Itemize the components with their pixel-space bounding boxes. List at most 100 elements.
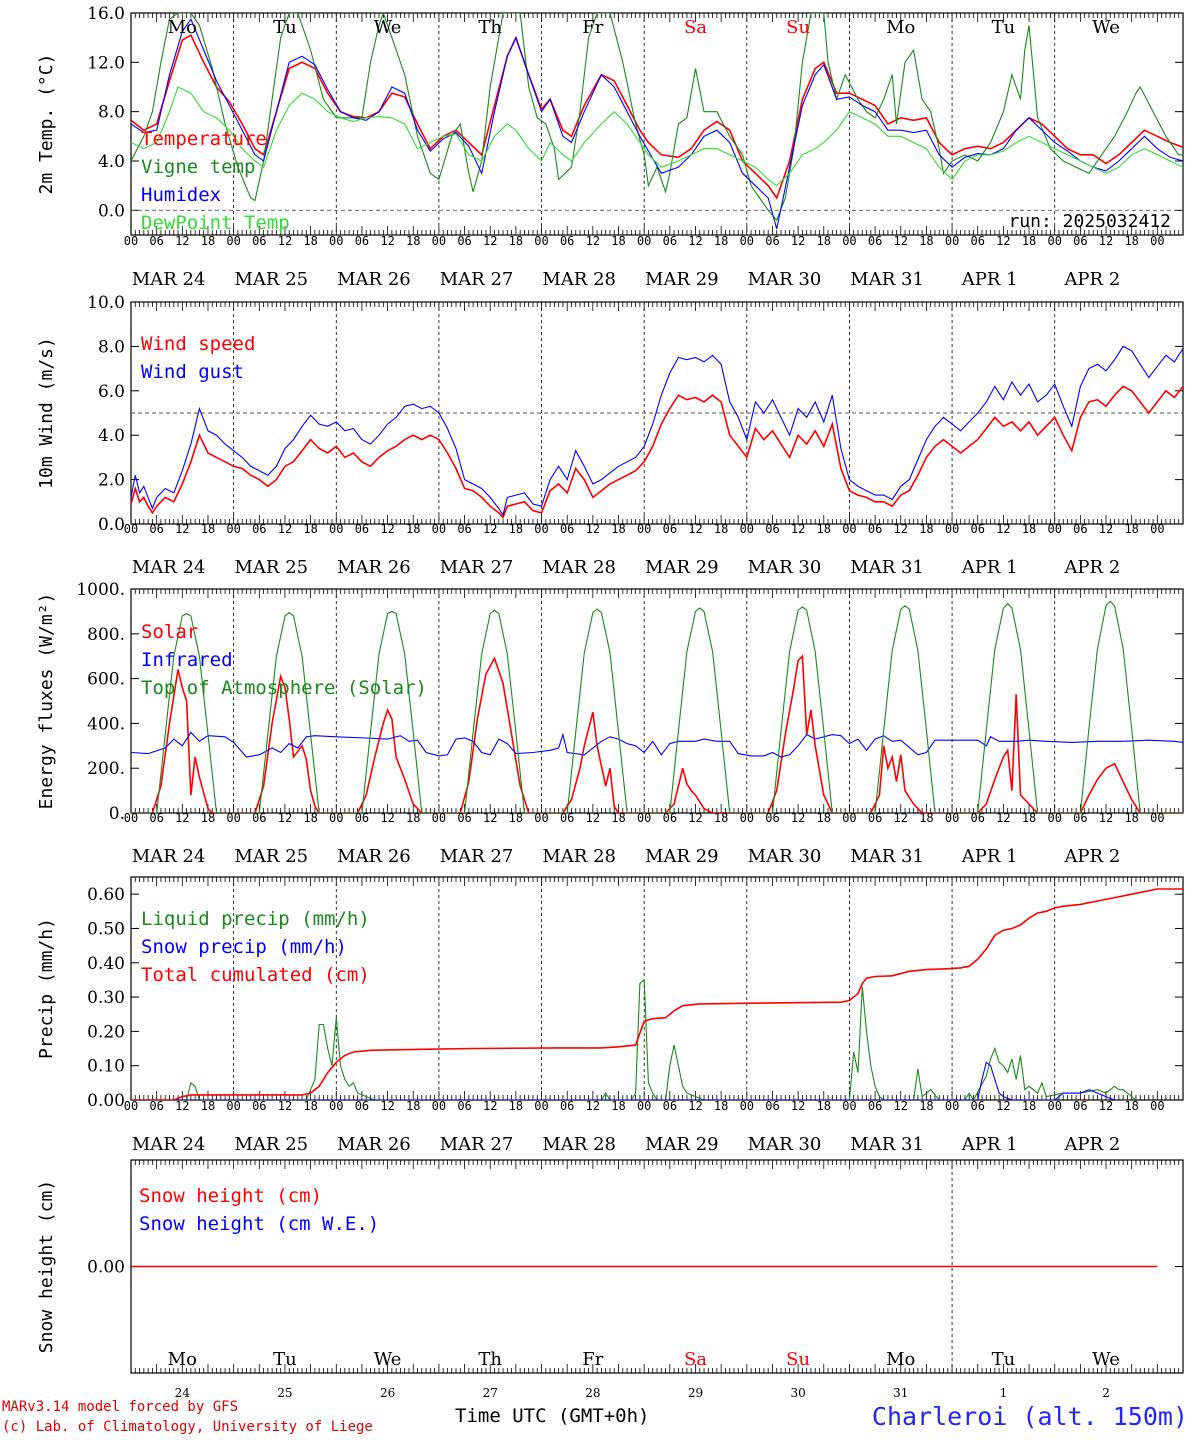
hour-tick-label: 12 — [586, 234, 600, 248]
hour-tick-label: 00 — [534, 522, 548, 536]
hour-tick-label: 06 — [457, 522, 471, 536]
hour-tick-label: 12 — [483, 234, 497, 248]
hour-tick-label: 18 — [1022, 522, 1036, 536]
date-label: MAR 29 — [645, 846, 719, 867]
series-line — [131, 18, 1183, 229]
date-label: MAR 27 — [440, 846, 514, 867]
hour-tick-label: 18 — [817, 1099, 831, 1113]
weekday-label: Mo — [886, 17, 915, 38]
hour-tick-label: 18 — [1124, 811, 1138, 825]
hour-tick-label: 12 — [586, 1099, 600, 1113]
day-number-label: 28 — [585, 1386, 600, 1400]
series-line — [131, 385, 1183, 519]
hour-tick-label: 06 — [1073, 522, 1087, 536]
hour-tick-label: 12 — [483, 1099, 497, 1113]
hour-tick-label: 00 — [637, 522, 651, 536]
hour-tick-label: 12 — [278, 234, 292, 248]
hour-tick-label: 18 — [509, 234, 523, 248]
y-tick-label: 10.0 — [87, 293, 125, 313]
weekday-label: Mo — [168, 1349, 197, 1370]
hour-tick-label: 06 — [457, 1099, 471, 1113]
hour-tick-label: 06 — [252, 234, 266, 248]
hour-tick-label: 00 — [945, 1099, 959, 1113]
hour-tick-label: 06 — [868, 811, 882, 825]
hour-tick-label: 00 — [124, 234, 138, 248]
hour-tick-label: 12 — [175, 522, 189, 536]
hour-tick-label: 00 — [432, 522, 446, 536]
hour-tick-label: 18 — [406, 522, 420, 536]
hour-tick-label: 06 — [457, 234, 471, 248]
hour-tick-label: 06 — [971, 234, 985, 248]
hour-tick-label: 00 — [842, 1099, 856, 1113]
hour-tick-label: 00 — [534, 811, 548, 825]
date-label: MAR 25 — [234, 557, 308, 578]
hour-tick-label: 00 — [432, 234, 446, 248]
date-label: MAR 30 — [748, 269, 822, 290]
hour-tick-label: 06 — [355, 1099, 369, 1113]
snow-panel: 0.00 Snow height (cm) Snow height (cm) Snow… — [36, 1159, 1184, 1400]
y-axis-label: Snow height (cm) — [36, 1180, 57, 1353]
hour-tick-label: 00 — [124, 1099, 138, 1113]
series-line — [131, 731, 1183, 758]
hour-tick-label: 00 — [226, 811, 240, 825]
date-label: MAR 26 — [337, 269, 411, 290]
weekday-label: Tu — [992, 17, 1016, 38]
legend-entry: Wind speed — [141, 333, 255, 355]
hour-tick-label: 18 — [509, 811, 523, 825]
hour-tick-label: 12 — [380, 1099, 394, 1113]
date-label: MAR 28 — [542, 846, 616, 867]
hour-tick-label: 06 — [149, 234, 163, 248]
date-label: MAR 25 — [234, 1134, 308, 1155]
y-tick-label: 0.0 — [98, 515, 125, 535]
y-tick-label: 0.40 — [87, 954, 125, 974]
hour-tick-label: 00 — [945, 522, 959, 536]
weekday-label: Th — [478, 17, 502, 38]
weekday-label: Fr — [582, 1349, 603, 1370]
hour-tick-label: 18 — [714, 522, 728, 536]
hour-tick-label: 18 — [1124, 522, 1138, 536]
hour-tick-label: 18 — [611, 522, 625, 536]
weekday-label: Tu — [273, 1349, 297, 1370]
date-label: APR 1 — [961, 557, 1018, 578]
day-number-label: 2 — [1102, 1386, 1110, 1400]
wind-panel: 0.0 2.0 4.0 6.0 8.0 10.0 10m Wind (m/s) Wind sp… — [36, 293, 1184, 578]
hour-tick-label: 00 — [124, 522, 138, 536]
hour-tick-label: 12 — [380, 234, 394, 248]
hour-tick-label: 00 — [1047, 522, 1061, 536]
hour-tick-label: 06 — [765, 234, 779, 248]
legend-entry: Snow height (cm) — [139, 1185, 322, 1207]
hour-tick-label: 18 — [611, 1099, 625, 1113]
hour-tick-label: 06 — [868, 234, 882, 248]
date-label: MAR 24 — [132, 269, 206, 290]
hour-tick-label: 18 — [303, 234, 317, 248]
day-number-label: 31 — [893, 1386, 908, 1400]
hour-tick-label: 18 — [303, 522, 317, 536]
hour-tick-label: 00 — [740, 1099, 754, 1113]
x-axis-title: Time UTC (GMT+0h) — [455, 1405, 650, 1427]
hour-tick-label: 18 — [611, 234, 625, 248]
hour-tick-label: 18 — [611, 811, 625, 825]
y-tick-label: 0.0 — [98, 201, 125, 221]
hour-tick-label: 00 — [1150, 811, 1164, 825]
legend-entry: DewPoint Temp — [141, 212, 290, 234]
y-tick-label: 0.50 — [87, 919, 125, 939]
weekday-label: Sa — [684, 1349, 707, 1370]
hour-tick-label: 06 — [560, 522, 574, 536]
hour-tick-label: 00 — [637, 811, 651, 825]
hour-tick-label: 18 — [817, 522, 831, 536]
hour-tick-label: 18 — [406, 1099, 420, 1113]
hour-tick-label: 12 — [996, 522, 1010, 536]
series-line — [131, 13, 1183, 222]
hour-tick-label: 12 — [278, 522, 292, 536]
hour-tick-label: 12 — [1099, 811, 1113, 825]
date-label: MAR 31 — [850, 557, 924, 578]
hour-tick-label: 12 — [483, 522, 497, 536]
hour-tick-label: 18 — [201, 234, 215, 248]
hour-tick-label: 12 — [688, 522, 702, 536]
hour-tick-label: 00 — [1047, 234, 1061, 248]
legend-entry: Humidex — [141, 184, 221, 206]
hour-tick-label: 00 — [329, 1099, 343, 1113]
y-tick-label: 200. — [87, 759, 125, 779]
y-tick-label: 400. — [87, 714, 125, 734]
date-label: MAR 31 — [850, 1134, 924, 1155]
